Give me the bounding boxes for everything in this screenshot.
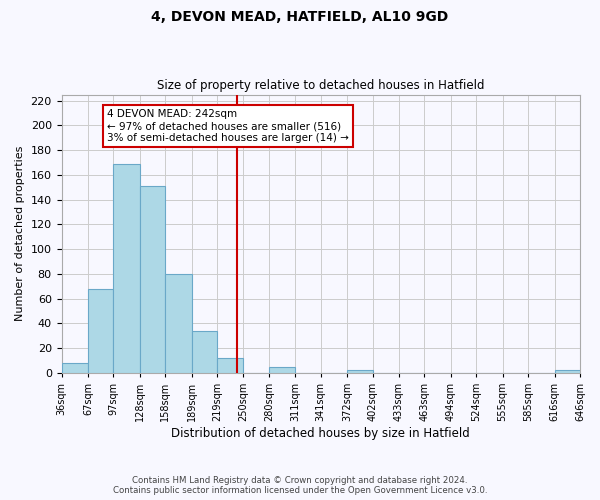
Bar xyxy=(165,274,191,373)
Text: Contains HM Land Registry data © Crown copyright and database right 2024.
Contai: Contains HM Land Registry data © Crown c… xyxy=(113,476,487,495)
Bar xyxy=(140,186,165,373)
Bar xyxy=(269,366,295,373)
Text: 4 DEVON MEAD: 242sqm
← 97% of detached houses are smaller (516)
3% of semi-detac: 4 DEVON MEAD: 242sqm ← 97% of detached h… xyxy=(107,110,349,142)
Text: 4, DEVON MEAD, HATFIELD, AL10 9GD: 4, DEVON MEAD, HATFIELD, AL10 9GD xyxy=(151,10,449,24)
Bar xyxy=(217,358,244,373)
Bar xyxy=(113,164,140,373)
Bar xyxy=(191,331,217,373)
Bar xyxy=(347,370,373,373)
Title: Size of property relative to detached houses in Hatfield: Size of property relative to detached ho… xyxy=(157,79,485,92)
Y-axis label: Number of detached properties: Number of detached properties xyxy=(15,146,25,322)
Bar xyxy=(62,363,88,373)
Bar xyxy=(554,370,580,373)
Bar xyxy=(88,289,113,373)
X-axis label: Distribution of detached houses by size in Hatfield: Distribution of detached houses by size … xyxy=(172,427,470,440)
